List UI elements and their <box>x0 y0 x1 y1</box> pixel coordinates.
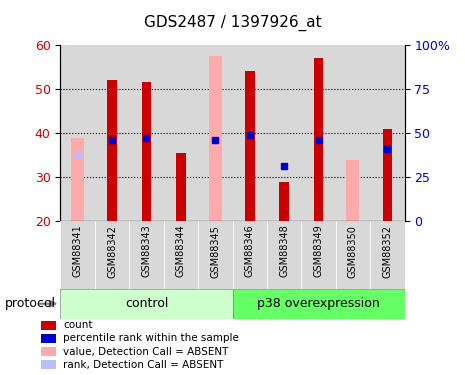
Bar <box>245 71 254 221</box>
Bar <box>370 45 405 221</box>
Text: GSM88341: GSM88341 <box>73 225 83 278</box>
Bar <box>60 45 95 221</box>
Bar <box>370 221 405 289</box>
Bar <box>336 221 370 289</box>
Bar <box>232 221 267 289</box>
Bar <box>60 289 232 319</box>
Bar <box>346 160 359 221</box>
Bar <box>129 221 164 289</box>
Bar <box>41 360 56 369</box>
Text: GSM88349: GSM88349 <box>313 225 324 278</box>
Bar <box>142 82 151 221</box>
Bar <box>279 182 289 221</box>
Bar <box>198 221 232 289</box>
Text: count: count <box>63 320 93 330</box>
Text: protocol: protocol <box>5 297 56 310</box>
Bar <box>95 45 129 221</box>
Text: value, Detection Call = ABSENT: value, Detection Call = ABSENT <box>63 346 228 357</box>
Bar <box>209 56 222 221</box>
Bar <box>71 138 84 221</box>
Text: GSM88344: GSM88344 <box>176 225 186 278</box>
Text: GSM88352: GSM88352 <box>382 225 392 278</box>
Text: GSM88346: GSM88346 <box>245 225 255 278</box>
Bar <box>301 221 336 289</box>
Text: control: control <box>125 297 168 310</box>
Bar <box>301 45 336 221</box>
Bar <box>383 129 392 221</box>
Bar <box>336 45 370 221</box>
Bar <box>198 45 232 221</box>
Bar <box>129 45 164 221</box>
Bar <box>107 80 117 221</box>
Bar <box>314 58 323 221</box>
Text: GSM88345: GSM88345 <box>210 225 220 278</box>
Bar <box>176 153 186 221</box>
Bar <box>41 347 56 356</box>
Text: GSM88343: GSM88343 <box>141 225 152 278</box>
Bar <box>41 321 56 330</box>
Text: p38 overexpression: p38 overexpression <box>257 297 380 310</box>
Text: GSM88342: GSM88342 <box>107 225 117 278</box>
Bar <box>60 221 95 289</box>
Bar <box>95 221 129 289</box>
Bar <box>164 45 198 221</box>
Bar <box>164 221 198 289</box>
Bar <box>232 45 267 221</box>
Text: percentile rank within the sample: percentile rank within the sample <box>63 333 239 344</box>
Text: GDS2487 / 1397926_at: GDS2487 / 1397926_at <box>144 15 321 31</box>
Bar <box>267 221 301 289</box>
Bar <box>41 334 56 343</box>
Bar <box>232 289 405 319</box>
Text: GSM88348: GSM88348 <box>279 225 289 278</box>
Text: rank, Detection Call = ABSENT: rank, Detection Call = ABSENT <box>63 360 223 370</box>
Bar <box>267 45 301 221</box>
Text: GSM88350: GSM88350 <box>348 225 358 278</box>
